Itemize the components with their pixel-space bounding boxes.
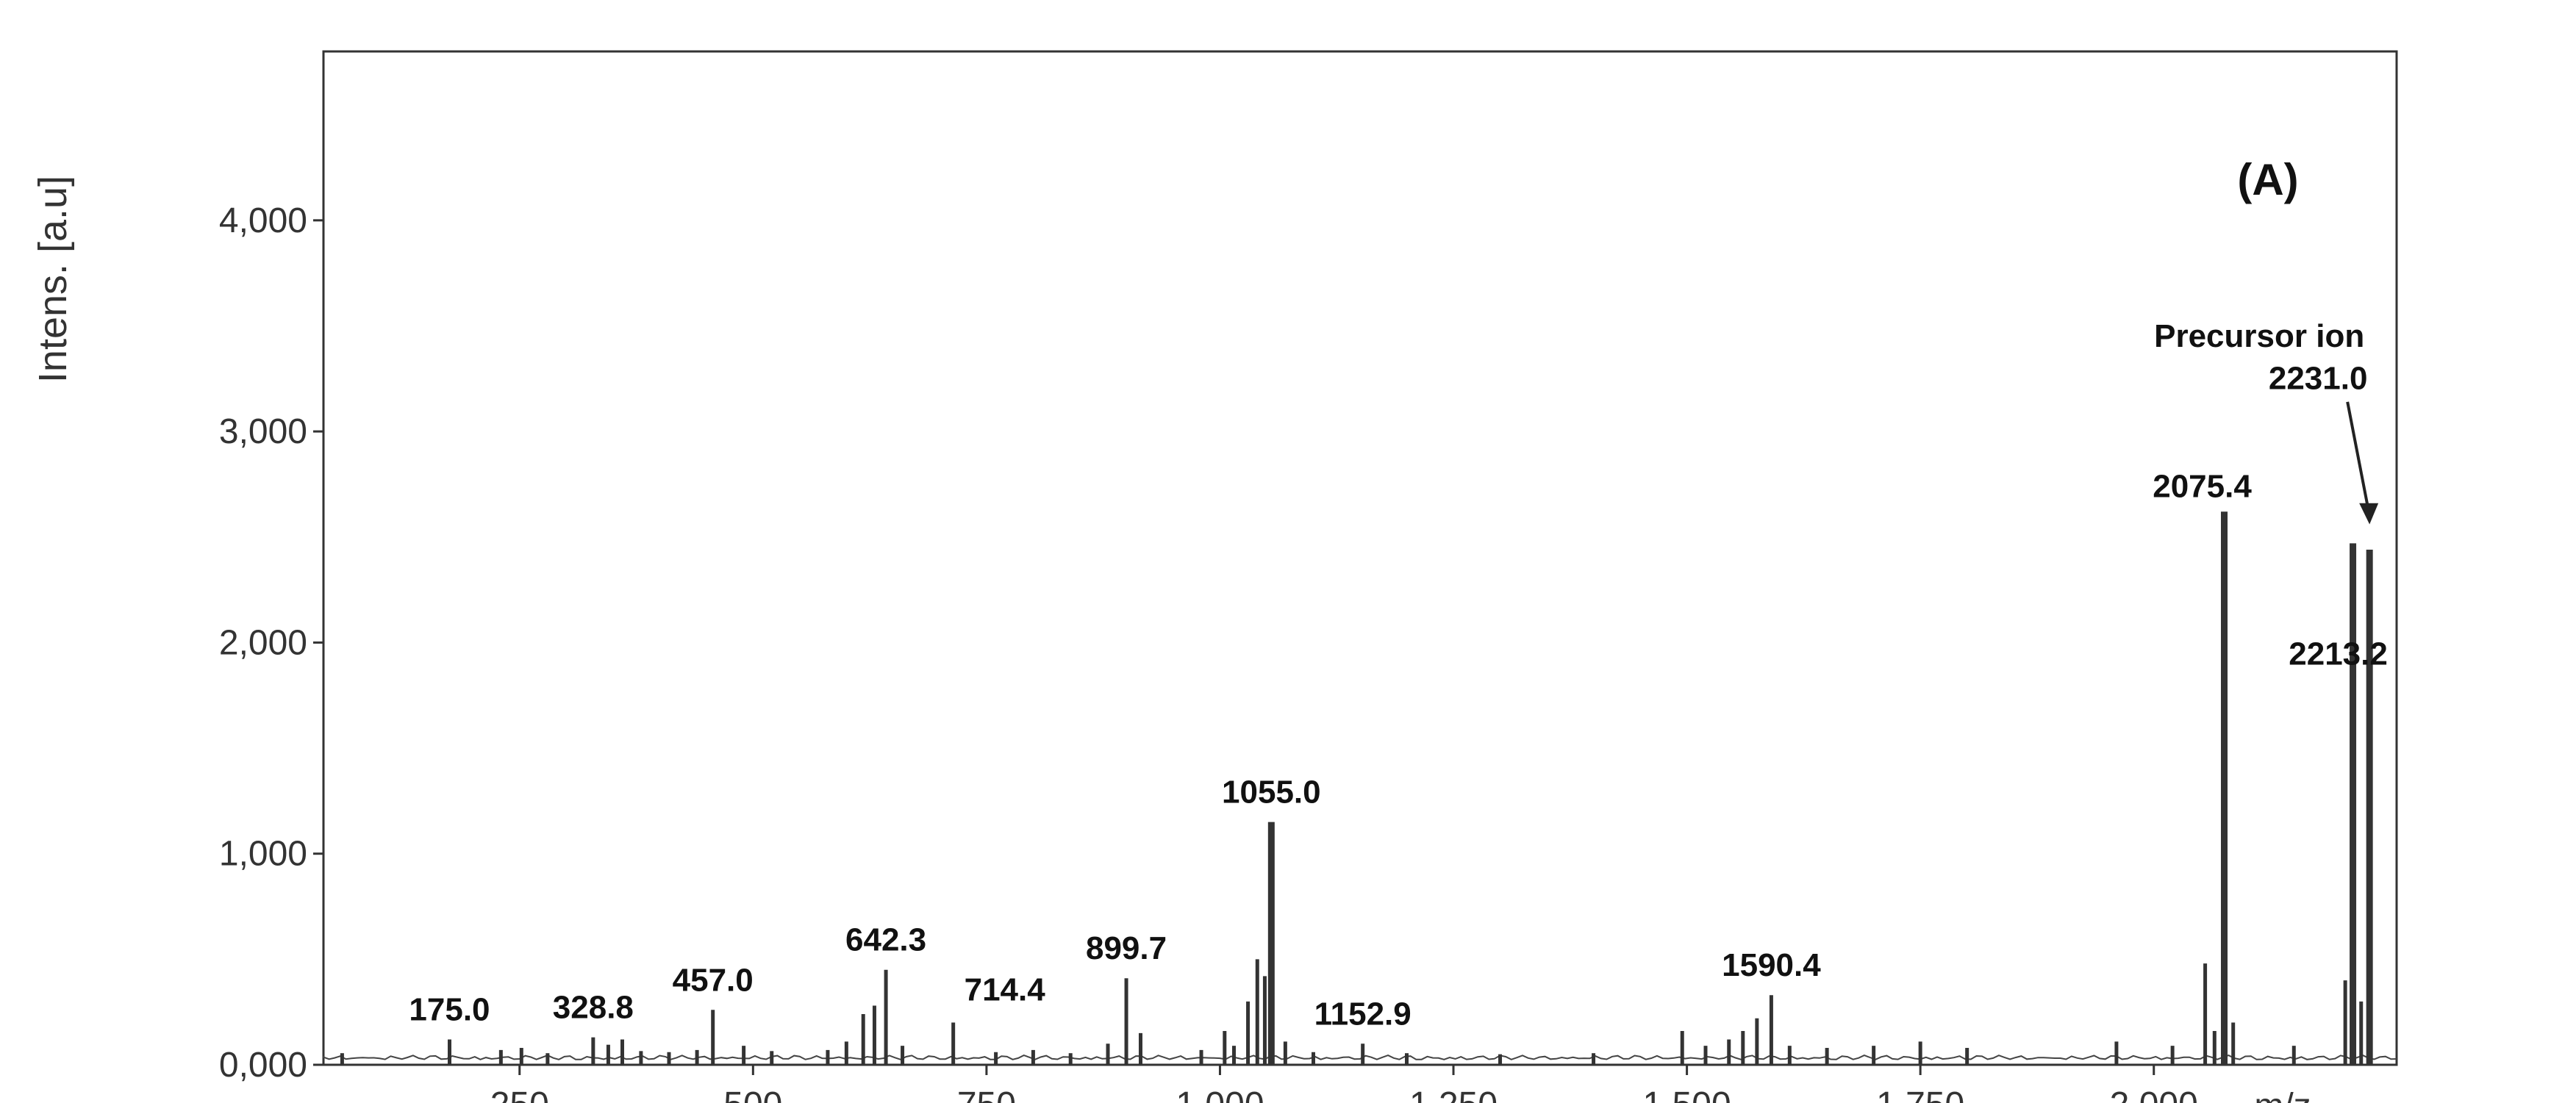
panel-a-spectrum: 0,000 1,000 2,000 3,000 4,000 250 500 750 1,000 1… (31, 50, 2398, 1103)
x-tick-label: 1,500 (1643, 1085, 1731, 1103)
peak-label: 642.3 (845, 922, 926, 958)
x-tick-label: 1,250 (1409, 1085, 1498, 1103)
peak-label: 2075.4 (2153, 468, 2252, 504)
x-tick-label: 500 (723, 1085, 782, 1103)
peak-label: 714.4 (965, 972, 1046, 1008)
x-tick-label: 2,000 (2110, 1085, 2198, 1103)
y-tick-label: 3,000 (219, 412, 307, 451)
panel-a-frame (322, 50, 2398, 1066)
y-tick-label: 0,000 (219, 1046, 307, 1085)
precursor-arrowhead (2359, 503, 2379, 525)
y-tick-label: 1,000 (219, 835, 307, 874)
precursor-label: Precursor ion (2154, 318, 2364, 354)
peak-label: 1152.9 (1314, 996, 1412, 1032)
baseline-trace (323, 1055, 2397, 1060)
y-tick-label: 4,000 (219, 201, 307, 240)
panel-label: (A) (2237, 155, 2298, 204)
x-tick-label: 750 (957, 1085, 1016, 1103)
x-tick-label: 1,000 (1176, 1085, 1264, 1103)
peak-label: 175.0 (409, 992, 490, 1028)
peak-label: 2213.2 (2289, 636, 2388, 672)
y-tick-label: 2,000 (219, 623, 307, 662)
peak-label: 457.0 (673, 962, 754, 998)
x-tick-label: 1,750 (1876, 1085, 1964, 1103)
x-tick-label: 250 (490, 1085, 549, 1103)
precursor-arrow (2346, 401, 2372, 517)
peak-label: 1590.4 (1722, 947, 1821, 983)
peak-label: 899.7 (1086, 930, 1167, 966)
peak-label: 2231.0 (2269, 361, 2368, 397)
y-axis-title: Intens. [a.u] (31, 176, 75, 383)
x-axis-title: m/z (2254, 1087, 2311, 1103)
peak-label: 1055.0 (1222, 775, 1321, 811)
peak-label: 328.8 (553, 990, 634, 1026)
